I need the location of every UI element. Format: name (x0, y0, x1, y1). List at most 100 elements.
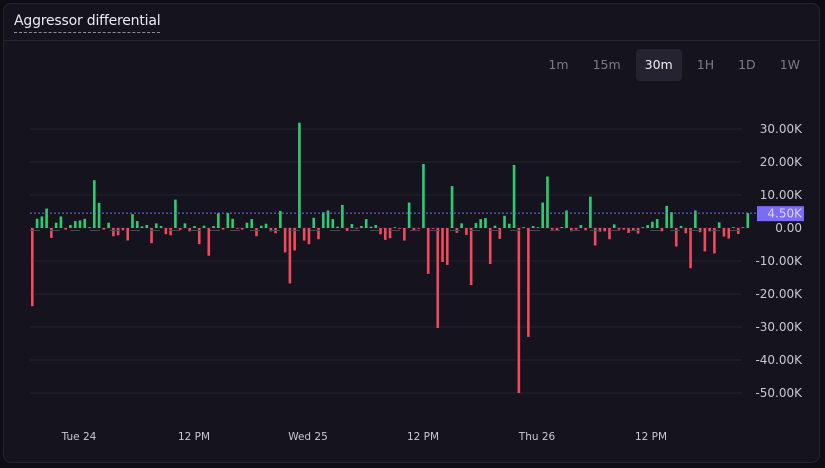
bar (240, 228, 244, 230)
bar (713, 228, 716, 254)
bar (431, 228, 435, 229)
bar (279, 210, 282, 228)
bar (245, 222, 249, 228)
bar (78, 220, 82, 228)
bar (622, 228, 626, 230)
bar (546, 176, 549, 228)
chart-panel: Aggressor differential 1m 15m 30m 1H 1D … (3, 3, 820, 463)
bar (159, 226, 163, 228)
bar (632, 228, 635, 231)
bar (722, 228, 726, 237)
bar (355, 228, 358, 229)
x-tick-label: 12 PM (178, 431, 210, 443)
x-tick-label: 12 PM (407, 431, 439, 443)
bar (307, 228, 311, 245)
bar (336, 226, 339, 228)
bar (508, 223, 511, 228)
y-tick-label: -20.00K (755, 287, 803, 301)
bar (383, 228, 387, 240)
bar (288, 228, 292, 284)
bar (169, 228, 172, 236)
bar (31, 228, 34, 307)
bar (732, 227, 735, 228)
bar (331, 219, 335, 228)
bar (360, 226, 363, 228)
bar (503, 215, 506, 228)
bar (264, 223, 268, 228)
bar (369, 226, 373, 228)
bar (102, 228, 106, 230)
bar (131, 214, 134, 228)
bar (570, 228, 573, 232)
bar (35, 218, 39, 228)
bar (164, 228, 168, 235)
bar (388, 228, 392, 239)
bar (93, 180, 96, 228)
bar (560, 227, 564, 228)
timeframe-1d[interactable]: 1D (738, 57, 756, 72)
bar (694, 210, 697, 228)
bar (531, 226, 535, 228)
bar (345, 228, 349, 231)
timeframe-15m[interactable]: 15m (592, 57, 621, 72)
bar (231, 218, 234, 228)
bar (73, 221, 77, 228)
bar (703, 228, 707, 252)
bar (498, 228, 502, 239)
bar (255, 228, 258, 237)
current-value-badge (757, 206, 804, 222)
bar (646, 225, 649, 228)
bar (465, 228, 468, 235)
bar (407, 202, 411, 228)
bar (422, 163, 425, 228)
bar (50, 228, 53, 238)
bar (727, 228, 731, 239)
bar (64, 228, 67, 230)
bar (126, 228, 129, 241)
bar (484, 218, 487, 228)
bar (460, 223, 463, 228)
bar (574, 228, 578, 230)
timeframe-1w[interactable]: 1W (779, 57, 800, 72)
bar (207, 228, 211, 256)
bar (302, 228, 306, 241)
bar (226, 213, 230, 228)
bar (641, 227, 645, 228)
bar (741, 227, 745, 228)
bar (670, 212, 673, 228)
chart-title[interactable]: Aggressor differential (14, 13, 161, 33)
bar (603, 228, 606, 232)
bar (364, 219, 368, 228)
bar (555, 228, 559, 231)
timeframe-1m[interactable]: 1m (548, 57, 569, 72)
header-divider (4, 40, 819, 41)
bar (259, 225, 263, 228)
timeframe-selector: 1m 15m 30m 1H 1D 1W (539, 49, 809, 81)
bar (135, 221, 139, 228)
bar (341, 204, 344, 228)
bar (426, 228, 430, 274)
bar (417, 228, 420, 229)
bar (107, 222, 110, 228)
y-tick-label: -30.00K (755, 320, 803, 334)
timeframe-1h[interactable]: 1H (696, 57, 715, 72)
bar (112, 228, 115, 237)
y-tick-label: 20.00K (760, 155, 803, 169)
bar (612, 224, 616, 228)
x-tick-label: Thu 26 (518, 431, 556, 443)
current-value-label: 4.50K (767, 207, 803, 221)
bar (565, 210, 568, 228)
bar (374, 225, 378, 228)
bar (717, 222, 721, 228)
bar (83, 218, 87, 228)
bar (121, 228, 125, 231)
bar (221, 228, 225, 230)
bar (312, 217, 316, 228)
bar (140, 226, 144, 228)
bar (97, 202, 101, 228)
y-tick-label: 10.00K (760, 188, 803, 202)
bar (679, 226, 683, 228)
bar (250, 219, 254, 228)
timeframe-30m[interactable]: 30m (635, 49, 682, 81)
